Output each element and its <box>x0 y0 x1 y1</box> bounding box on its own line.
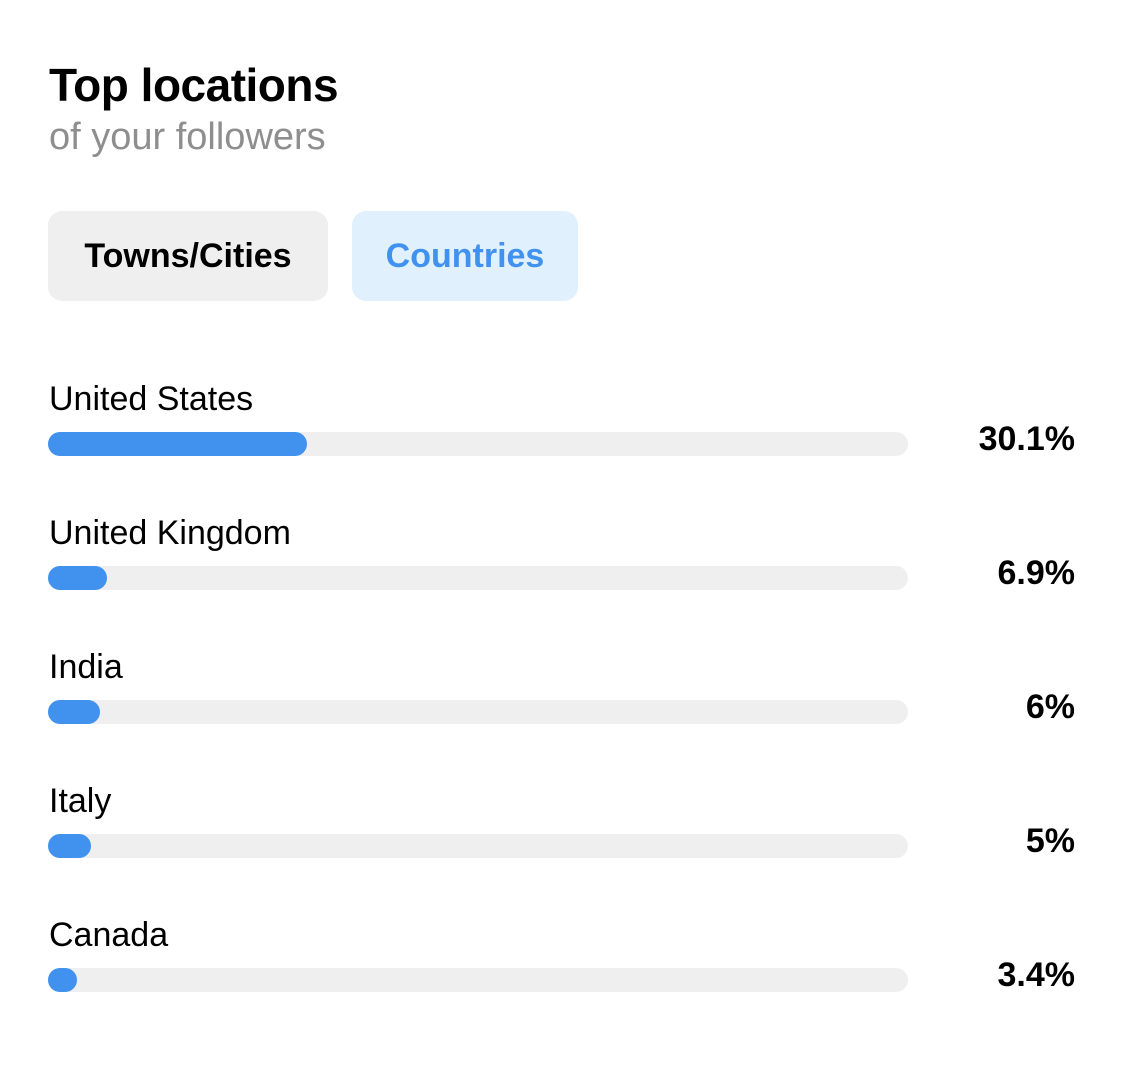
progress-fill <box>48 566 108 590</box>
progress-fill <box>48 432 307 456</box>
location-percent: 30.1% <box>978 420 1075 458</box>
progress-track <box>48 834 908 858</box>
page-subtitle: of your followers <box>49 116 326 158</box>
progress-fill <box>48 700 100 724</box>
progress-fill <box>48 834 91 858</box>
progress-track <box>48 566 908 590</box>
location-row: Italy 5% <box>0 782 1125 902</box>
location-name: United Kingdom <box>49 514 291 552</box>
location-row: Canada 3.4% <box>0 916 1125 1036</box>
page-title: Top locations <box>49 59 339 111</box>
location-name: United States <box>49 380 254 418</box>
location-name: Italy <box>49 782 112 820</box>
location-percent: 3.4% <box>997 956 1076 994</box>
progress-track <box>48 968 908 992</box>
location-row: United States 30.1% <box>0 380 1125 500</box>
location-percent: 6.9% <box>997 554 1076 592</box>
location-name: Canada <box>49 916 169 954</box>
tab-countries[interactable]: Countries <box>352 211 578 301</box>
location-name: India <box>49 648 123 686</box>
progress-fill <box>48 968 78 992</box>
location-percent: 5% <box>1025 822 1075 860</box>
progress-track <box>48 700 908 724</box>
location-percent: 6% <box>1025 688 1075 726</box>
location-row: India 6% <box>0 648 1125 768</box>
tab-towns-cities[interactable]: Towns/Cities <box>48 211 328 301</box>
location-row: United Kingdom 6.9% <box>0 514 1125 634</box>
progress-track <box>48 432 908 456</box>
